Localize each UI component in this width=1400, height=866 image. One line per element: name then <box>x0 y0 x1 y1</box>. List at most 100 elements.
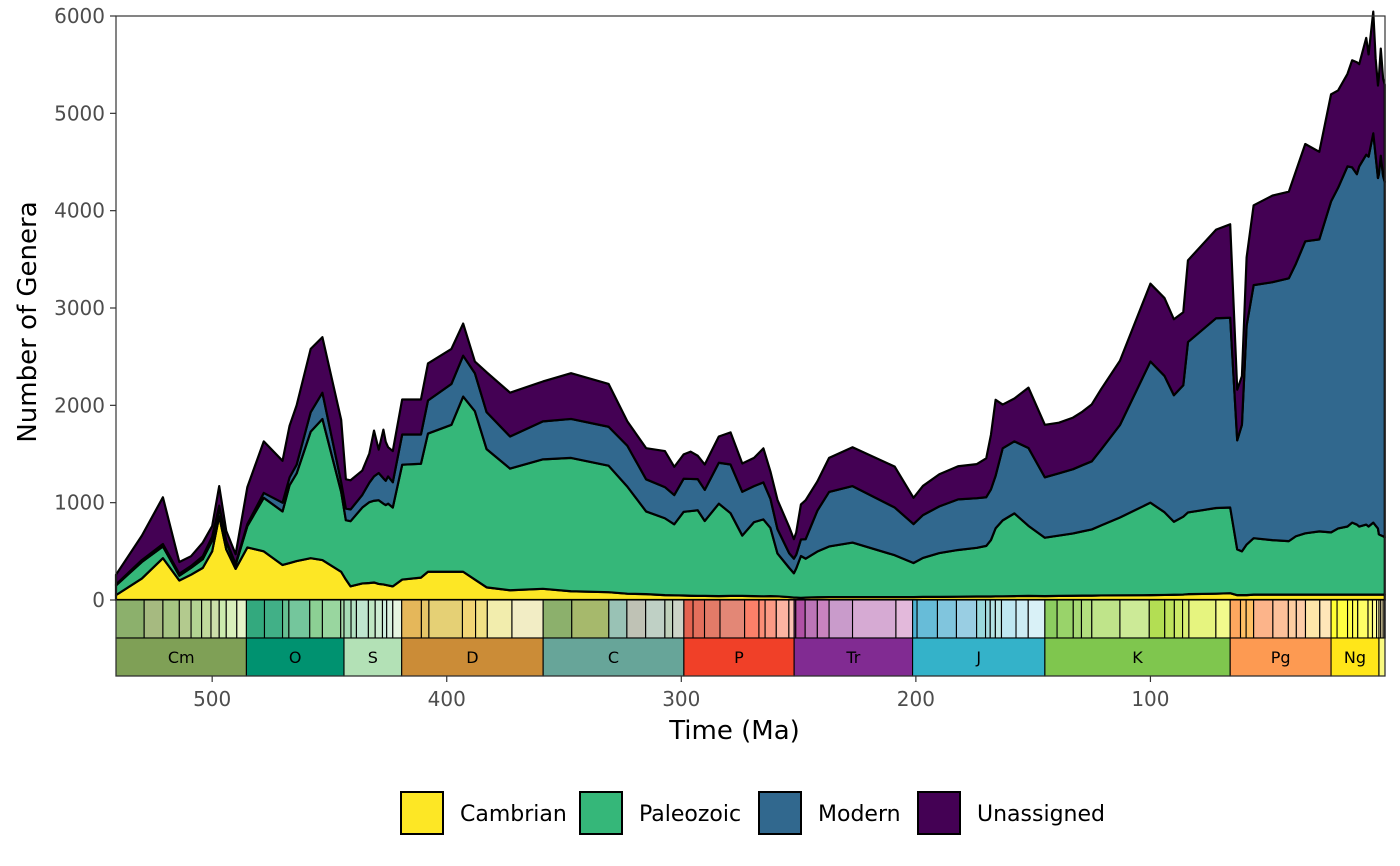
timescale-stage-8 <box>225 599 238 639</box>
timescale-stage-4 <box>190 599 203 639</box>
timescale-stage-52 <box>828 599 854 639</box>
timescale-stage-32 <box>542 599 573 639</box>
timescale-stage-14 <box>309 599 323 639</box>
timescale-stage-58 <box>955 599 978 639</box>
timescale-stage-60 <box>984 599 991 639</box>
timescale-stage-27 <box>428 599 464 639</box>
timescale-period-label: Pg <box>1271 648 1291 667</box>
y-axis-title: Number of Genera <box>13 201 43 442</box>
timescale-period-label: D <box>466 648 478 667</box>
legend-label-paleozoic: Paleozoic <box>639 802 741 827</box>
timescale-period-label: S <box>368 648 378 667</box>
x-axis-title: Time (Ma) <box>668 716 800 746</box>
timescale-stage-33 <box>571 599 610 639</box>
legend-key-paleozoic <box>579 791 623 835</box>
timescale-stage-28 <box>461 599 477 639</box>
timescale-stage-26 <box>420 599 430 639</box>
timescale-stage-22 <box>381 599 388 639</box>
timescale-stage-77 <box>1215 599 1231 639</box>
timescale-stage-81 <box>1253 599 1274 639</box>
x-tick-label: 500 <box>193 687 231 711</box>
timescale-stage-43 <box>744 599 760 639</box>
timescale-stage-5 <box>201 599 212 639</box>
timescale-stage-41 <box>703 599 721 639</box>
timescale-stage-6 <box>210 599 220 639</box>
timescale-stage-83 <box>1287 599 1297 639</box>
timescale-period-label: P <box>734 648 744 667</box>
legend-label-unassigned: Unassigned <box>977 802 1105 827</box>
timescale-period-p <box>683 637 795 677</box>
y-tick-label: 6000 <box>54 4 105 28</box>
timescale-stage-49 <box>795 599 806 639</box>
timescale-stage-12 <box>281 599 290 639</box>
timescale-stage-9 <box>236 599 247 639</box>
y-tick-label: 2000 <box>54 393 105 417</box>
timescale-stage-38 <box>672 599 685 639</box>
timescale-stage-19 <box>355 599 369 639</box>
timescale-stage-59 <box>976 599 987 639</box>
timescale-stage-51 <box>816 599 830 639</box>
timescale-stage-15 <box>321 599 342 639</box>
y-tick-label: 3000 <box>54 296 105 320</box>
timescale-stage-82 <box>1272 599 1289 639</box>
timescale-period-label: C <box>608 648 619 667</box>
timescale-stage-93 <box>1371 599 1378 639</box>
timescale-stage-69 <box>1080 599 1093 639</box>
stacked-area-layer <box>114 10 1386 602</box>
timescale-stage-74 <box>1173 599 1184 639</box>
timescale-stage-17 <box>343 599 352 639</box>
timescale-stage-50 <box>804 599 818 639</box>
timescale-period-d <box>401 637 544 677</box>
timescale-period-label: Tr <box>845 648 860 667</box>
timescale-stage-54 <box>895 599 914 639</box>
timescale-stage-66 <box>1044 599 1058 639</box>
timescale-stage-40 <box>692 599 706 639</box>
timescale-stage-91 <box>1357 599 1369 639</box>
geologic-timescale: Cm O S D C P Tr J K Pg Ng <box>115 599 1386 677</box>
timescale-stage-2 <box>162 599 180 639</box>
timescale-stage-85 <box>1304 599 1321 639</box>
x-tick-label: 200 <box>897 687 935 711</box>
legend-key-cambrian <box>400 791 444 835</box>
timescale-stage-24 <box>392 599 403 639</box>
timescale-stage-7 <box>218 599 227 639</box>
timescale-stage-21 <box>374 599 384 639</box>
timescale-stage-53 <box>851 599 897 639</box>
timescale-period-label: K <box>1132 648 1143 667</box>
legend: Cambrian Paleozoic Modern Unassigned <box>400 791 1105 835</box>
timescale-stage-73 <box>1164 599 1175 639</box>
y-tick-label: 5000 <box>54 101 105 125</box>
legend-label-modern: Modern <box>818 802 901 827</box>
timescale-stage-71 <box>1119 599 1150 639</box>
timescale-period-c <box>542 637 685 677</box>
legend-label-cambrian: Cambrian <box>460 802 567 827</box>
timescale-stage-64 <box>1015 599 1029 639</box>
timescale-stage-45 <box>764 599 777 639</box>
timescale-stage-89 <box>1346 599 1354 639</box>
timescale-stage-68 <box>1072 599 1083 639</box>
timescale-stage-92 <box>1367 599 1374 639</box>
y-tick-label: 4000 <box>54 199 105 223</box>
legend-key-unassigned <box>917 791 961 835</box>
timescale-stage-79 <box>1239 599 1247 639</box>
x-tick-label: 400 <box>428 687 466 711</box>
timescale-stage-88 <box>1336 599 1349 639</box>
timescale-stage-46 <box>775 599 790 639</box>
y-tick-label: 1000 <box>54 491 105 515</box>
timescale-stage-72 <box>1148 599 1166 639</box>
timescale-stage-75 <box>1182 599 1190 639</box>
timescale-stage-23 <box>386 599 394 639</box>
timescale-stage-63 <box>1000 599 1017 639</box>
y-tick-label: 0 <box>92 588 105 612</box>
timescale-stage-36 <box>645 599 666 639</box>
timescale-period-label: Ng <box>1344 648 1366 667</box>
timescale-stage-42 <box>719 599 746 639</box>
timescale-stage-78 <box>1229 599 1242 639</box>
timescale-stage-0 <box>115 599 145 639</box>
timescale-stage-34 <box>608 599 628 639</box>
x-axis: 500 400 300 200 100 <box>193 676 1170 711</box>
timescale-stage-86 <box>1319 599 1332 639</box>
timescale-stage-29 <box>475 599 488 639</box>
timescale-stage-10 <box>245 599 266 639</box>
timescale-period-label: Cm <box>168 648 195 667</box>
